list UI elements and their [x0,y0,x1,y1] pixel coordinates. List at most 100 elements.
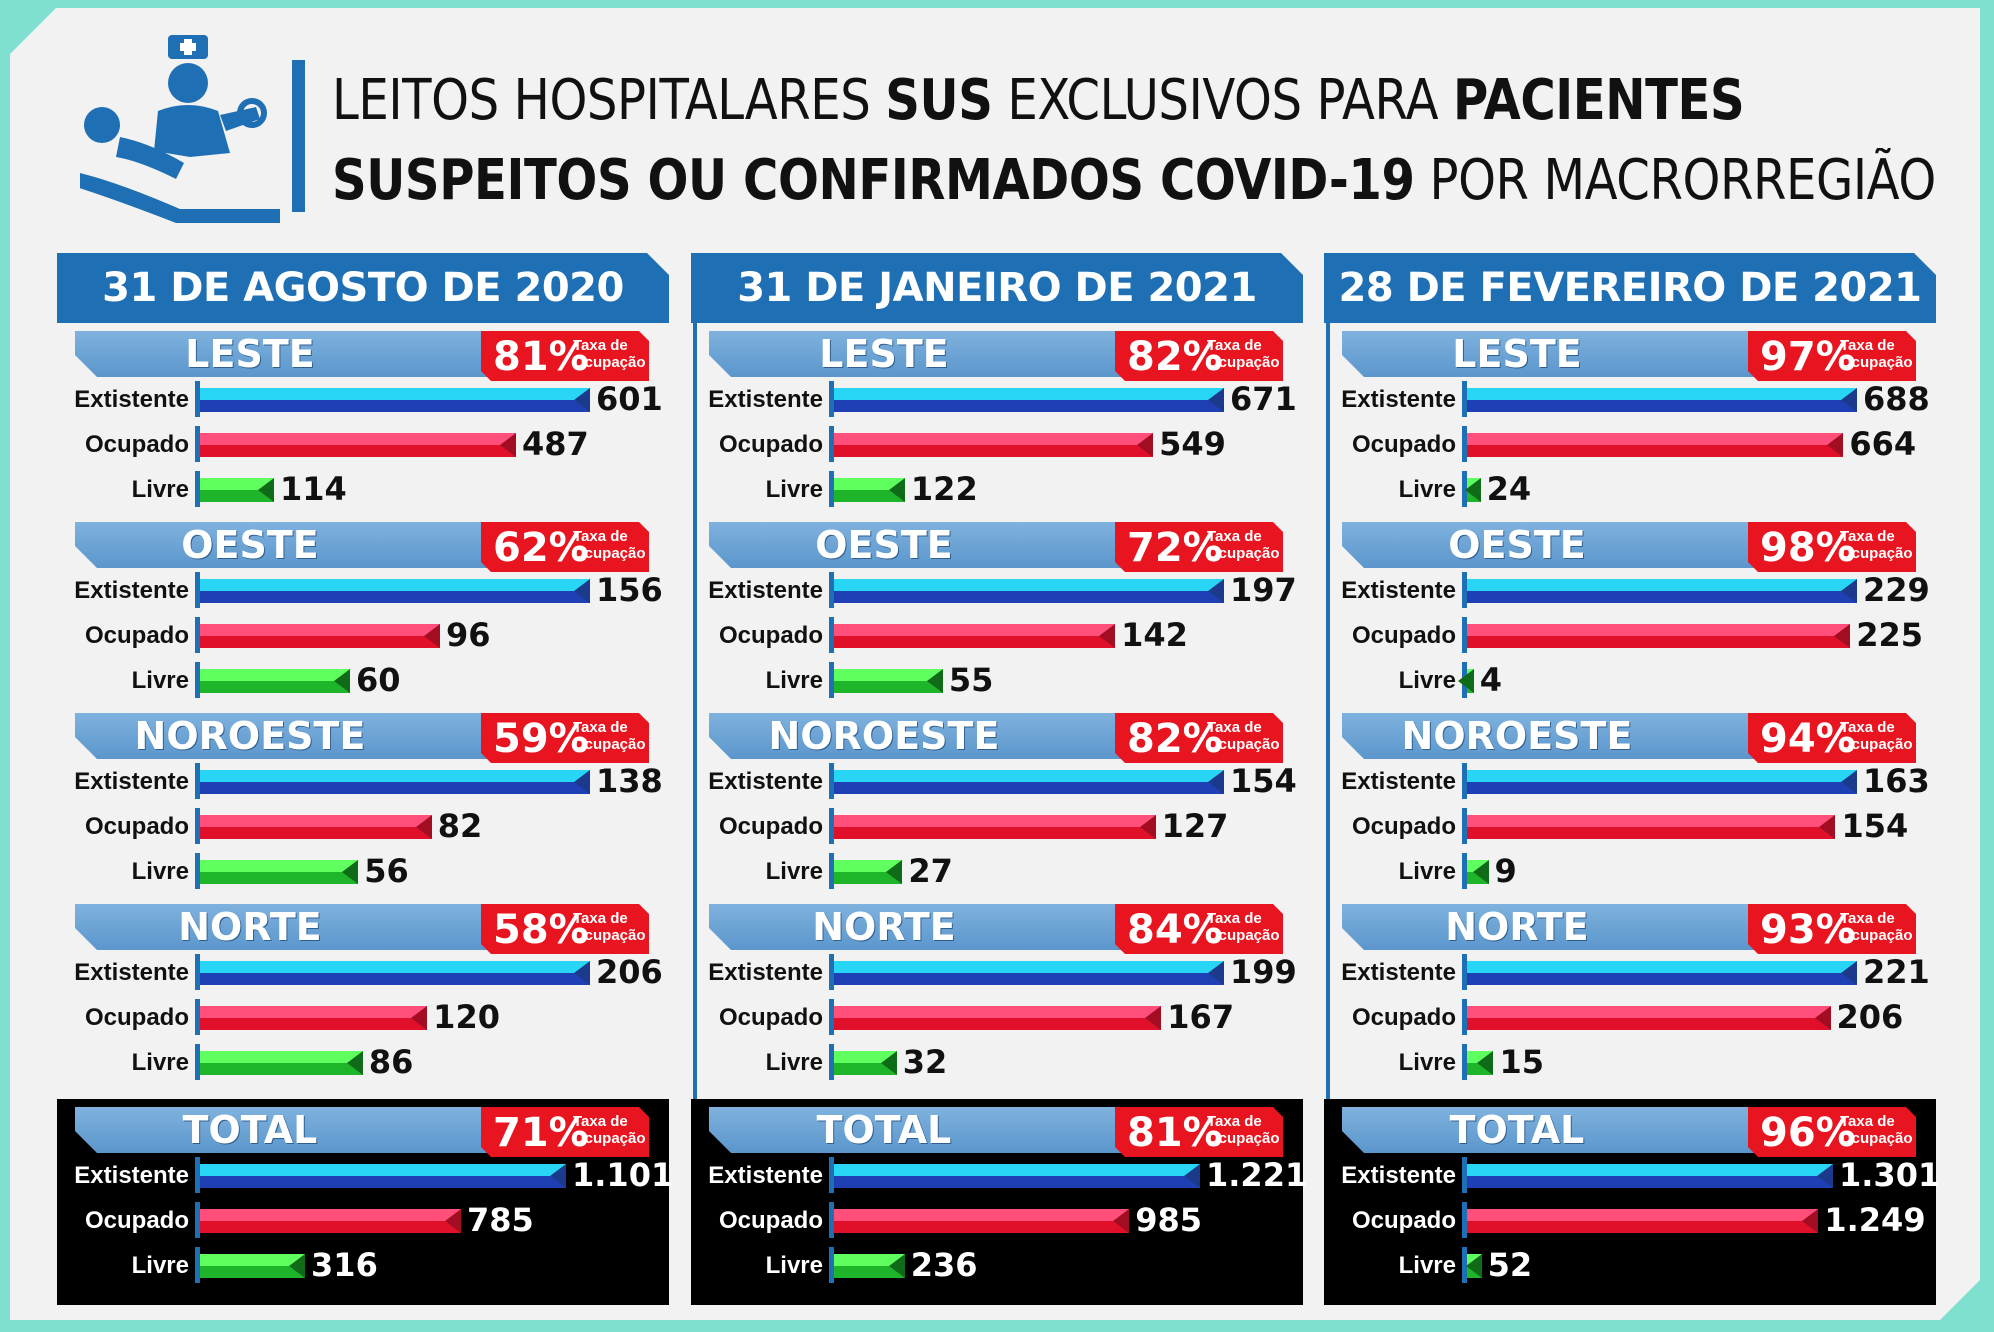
column-divider [693,253,697,1298]
ocupado-row: Ocupado 985 [691,1200,1303,1240]
occupancy-rate-label: Taxa de Ocupação [1207,719,1280,753]
occupancy-rate-value: 97% [1760,334,1856,380]
axis-tick [1462,1247,1467,1283]
ocupado-label: Ocupado [84,431,189,458]
total-block: TOTAL 96% Taxa de Ocupação Extistente 1.301 Oc… [1324,1099,1936,1305]
ocupado-label: Ocupado [718,622,823,649]
existente-value: 221 [1863,953,1930,991]
livre-row: Livre 52 [1324,1245,1936,1285]
region-name-bar: NOROESTE [1342,713,1812,759]
livre-value: 15 [1499,1043,1544,1081]
existente-value: 156 [596,571,663,609]
region-name-bar: TOTAL [709,1107,1179,1153]
bar-cap [424,624,440,648]
livre-value: 4 [1479,661,1503,699]
bar-cap [1208,961,1224,985]
existente-row: Extistente 221 [1324,952,1936,992]
livre-bar [1467,1254,1482,1278]
occupancy-rate-badge: 58% Taxa de Ocupação [481,904,649,954]
livre-bar [200,478,274,502]
ocupado-bar [200,815,432,839]
existente-value: 671 [1230,380,1297,418]
livre-row: Livre 27 [691,851,1303,891]
ocupado-label: Ocupado [1351,1004,1456,1031]
existente-bar [200,579,590,603]
axis-tick [195,617,200,653]
axis-tick [829,662,834,698]
existente-row: Extistente 671 [691,379,1303,419]
axis-tick [1462,1044,1467,1080]
existente-bar [1467,388,1857,412]
existente-label: Extistente [708,1162,823,1189]
ocupado-value: 785 [466,1201,534,1239]
livre-bar [834,478,905,502]
occupancy-rate-value: 81% [1127,1110,1223,1156]
existente-label: Extistente [1341,386,1456,413]
column-date-header: 31 DE AGOSTO DE 2020 [57,253,669,323]
ocupado-row: Ocupado 549 [691,424,1303,464]
ocupado-row: Ocupado 487 [57,424,669,464]
bar-cap [289,1254,305,1278]
ocupado-label: Ocupado [1351,622,1456,649]
axis-tick [1462,999,1467,1035]
region-name-bar: LESTE [1342,331,1812,377]
existente-row: Extistente 156 [57,570,669,610]
axis-tick [195,853,200,889]
ocupado-bar [834,1006,1161,1030]
column-date-header: 31 DE JANEIRO DE 2021 [691,253,1303,323]
ocupado-value: 120 [433,998,500,1036]
axis-tick [829,763,834,799]
total-block: TOTAL 81% Taxa de Ocupação Extistente 1.221 Oc… [691,1099,1303,1305]
existente-label: Extistente [74,959,189,986]
livre-label: Livre [765,858,823,885]
ocupado-label: Ocupado [1351,1207,1456,1234]
livre-row: Livre 122 [691,469,1303,509]
ocupado-bar [1467,624,1850,648]
region-block-total: TOTAL 71% Taxa de Ocupação Extistente 1.101 Oc… [57,1107,669,1297]
ocupado-label: Ocupado [84,813,189,840]
region-name-bar: OESTE [75,522,545,568]
livre-label: Livre [765,476,823,503]
axis-tick [1462,1202,1467,1238]
region-block-norte: NORTE 84% Taxa de Ocupação Extistente 199 Ocup… [691,904,1303,1094]
occupancy-rate-value: 59% [493,716,589,762]
livre-value: 56 [364,852,409,890]
livre-row: Livre 15 [1324,1042,1936,1082]
livre-row: Livre 86 [57,1042,669,1082]
existente-value: 138 [596,762,663,800]
region-block-noroeste: NOROESTE 82% Taxa de Ocupação Extistente 154 O… [691,713,1303,903]
axis-tick [195,763,200,799]
ocupado-label: Ocupado [1351,431,1456,458]
axis-tick [195,1202,200,1238]
existente-bar [834,770,1224,794]
region-block-noroeste: NOROESTE 59% Taxa de Ocupação Extistente 138 O… [57,713,669,903]
livre-bar [834,1254,905,1278]
existente-label: Extistente [74,386,189,413]
bar-cap [1099,624,1115,648]
axis-tick [195,662,200,698]
livre-label: Livre [765,1049,823,1076]
livre-bar [1467,669,1474,693]
livre-row: Livre 9 [1324,851,1936,891]
livre-bar [200,1051,363,1075]
chart-column: 31 DE JANEIRO DE 2021 LESTE 82% Taxa de Ocup… [691,253,1303,1308]
bar-cap [1841,770,1857,794]
region-name: NOROESTE [134,714,366,758]
ocupado-label: Ocupado [84,622,189,649]
ocupado-value: 225 [1856,616,1923,654]
ocupado-bar [200,433,516,457]
bar-cap [1145,1006,1161,1030]
bar-cap [927,669,943,693]
existente-bar [834,388,1224,412]
region-block-leste: LESTE 81% Taxa de Ocupação Extistente 601 Ocup… [57,331,669,521]
existente-row: Extistente 206 [57,952,669,992]
existente-row: Extistente 1.221 [691,1155,1303,1195]
livre-label: Livre [131,858,189,885]
axis-tick [195,1044,200,1080]
bar-cap [1208,579,1224,603]
bar-cap [342,860,358,884]
region-name: LESTE [185,332,315,376]
existente-row: Extistente 199 [691,952,1303,992]
existente-value: 601 [596,380,663,418]
existente-value: 688 [1863,380,1930,418]
